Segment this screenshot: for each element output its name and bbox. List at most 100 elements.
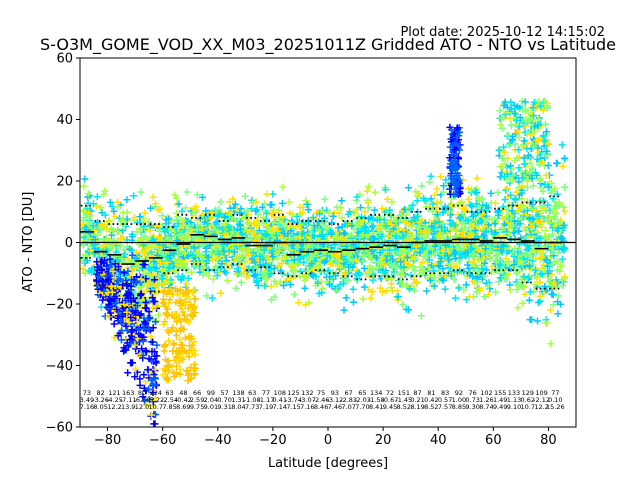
band-count-label: 163 <box>122 389 134 397</box>
scatter-point <box>212 246 220 254</box>
scatter-point <box>371 206 378 214</box>
scatter-point <box>240 269 248 277</box>
scatter-point <box>130 192 138 200</box>
scatter-point <box>482 245 490 253</box>
scatter-point <box>445 256 453 264</box>
scatter-point <box>391 270 399 277</box>
scatter-point <box>490 231 498 239</box>
scatter-point <box>173 201 181 209</box>
scatter-point <box>106 255 114 263</box>
band-count-label: 83 <box>441 389 449 397</box>
scatter-point <box>558 141 566 149</box>
scatter-point <box>280 230 288 238</box>
scatter-point <box>383 257 390 265</box>
band-mean-label: 1.13 <box>507 396 521 404</box>
scatter-point <box>261 200 268 208</box>
band-count-label: 224 <box>150 389 162 397</box>
scatter-point <box>324 267 332 275</box>
scatter-point <box>378 205 386 213</box>
scatter-point <box>152 318 159 326</box>
scatter-point <box>164 305 171 313</box>
scatter-point <box>241 264 249 272</box>
chart-title: S-O3M_GOME_VOD_XX_M03_20251011Z Gridded … <box>40 35 616 55</box>
band-std-label: 10.7 <box>521 403 535 411</box>
band-std-label: 7.07 <box>341 403 355 411</box>
scatter-point <box>428 223 436 230</box>
scatter-point <box>120 269 128 277</box>
scatter-point <box>502 254 510 262</box>
scatter-point <box>468 222 476 230</box>
scatter-point <box>116 317 124 325</box>
scatter-point <box>101 187 109 195</box>
band-std-label: 7.46 <box>328 403 342 411</box>
scatter-point <box>496 147 504 155</box>
scatter-point <box>489 238 497 246</box>
y-tick-label: −40 <box>46 359 73 374</box>
scatter-point <box>361 208 369 216</box>
scatter-point <box>529 215 537 223</box>
scatter-point <box>156 259 164 267</box>
scatter-point <box>518 214 526 222</box>
scatter-point <box>507 121 515 129</box>
scatter-point <box>276 233 284 241</box>
scatter-point <box>159 299 167 307</box>
scatter-point <box>435 218 443 226</box>
scatter-point <box>547 340 555 348</box>
scatter-point <box>452 150 460 157</box>
scatter-point <box>279 183 287 191</box>
scatter-point <box>110 320 118 328</box>
band-std-label: 8.19 <box>410 403 424 411</box>
scatter-point <box>559 255 566 263</box>
band-count-label: 125 <box>287 389 299 397</box>
scatter-point <box>348 222 356 230</box>
band-mean-label: -2.46 <box>313 396 330 404</box>
scatter-point <box>178 305 186 313</box>
scatter-point <box>100 287 108 295</box>
scatter-point <box>500 143 508 151</box>
scatter-point <box>287 262 295 270</box>
scatter-point <box>243 207 251 215</box>
scatter-point <box>466 293 474 301</box>
scatter-point <box>320 259 328 266</box>
scatter-point <box>358 213 365 221</box>
y-axis-ticks: −60 −40 −20 0 20 40 60 <box>46 52 80 436</box>
scatter-point <box>379 288 386 296</box>
scatter-point <box>561 154 569 162</box>
scatter-point <box>515 164 523 172</box>
band-mean-label: 1.00 <box>452 396 466 404</box>
scatter-point <box>151 276 158 284</box>
scatter-point <box>171 191 179 199</box>
scatter-point <box>139 337 147 345</box>
scatter-point <box>117 217 125 225</box>
scatter-point <box>553 257 561 265</box>
scatter-point <box>534 212 542 220</box>
scatter-point <box>529 182 537 190</box>
scatter-point <box>122 322 130 330</box>
scatter-point <box>496 107 504 115</box>
scatter-point <box>462 281 470 289</box>
scatter-point <box>128 251 136 259</box>
scatter-point <box>501 173 508 181</box>
scatter-point <box>165 337 173 345</box>
band-std-label: 9.75 <box>190 403 204 411</box>
scatter-point <box>501 160 509 167</box>
scatter-point <box>138 247 146 255</box>
scatter-point <box>147 243 155 251</box>
scatter-point <box>111 212 119 220</box>
scatter-point <box>130 214 138 222</box>
scatter-point <box>340 229 348 237</box>
scatter-point <box>214 254 222 262</box>
scatter-point <box>502 169 510 177</box>
scatter-point <box>136 311 144 319</box>
scatter-point <box>119 313 126 320</box>
scatter-point <box>521 122 529 130</box>
scatter-point <box>561 184 569 191</box>
band-std-label: 12.2 <box>107 403 121 411</box>
scatter-point <box>201 263 209 271</box>
scatter-point <box>507 105 515 113</box>
scatter-point <box>515 134 523 141</box>
scatter-point <box>431 242 439 250</box>
scatter-point <box>431 219 439 227</box>
scatter-point <box>191 360 198 368</box>
scatter-point <box>414 212 422 220</box>
